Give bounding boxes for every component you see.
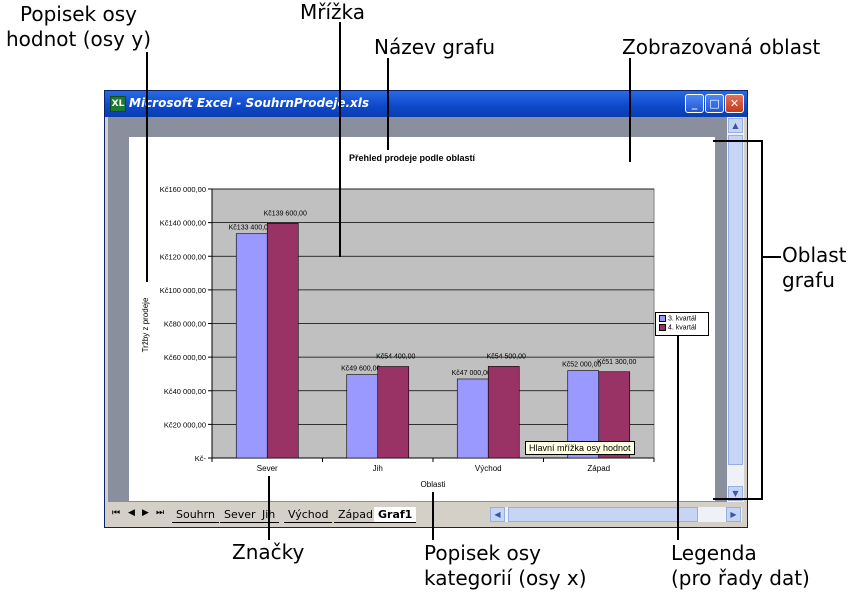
legend-label-q3: 3. kvartál — [668, 315, 697, 323]
window-title: Microsoft Excel - SouhrnProdeje.xls — [129, 96, 370, 110]
sheet-tab-bar: ⏮ ◀ ▶ ⏭ Souhrn Sever Jih Východ Západ Gr… — [108, 504, 744, 524]
minimize-button[interactable]: _ — [685, 94, 704, 113]
scroll-up-icon[interactable]: ▲ — [728, 118, 743, 133]
scroll-right-icon[interactable]: ▶ — [726, 507, 741, 522]
close-button[interactable]: ✕ — [725, 94, 744, 113]
legend-swatch-q3 — [659, 315, 666, 322]
maximize-button[interactable]: □ — [705, 94, 724, 113]
callout-chart-area: Oblast grafu — [782, 243, 847, 292]
callout-legend: Legenda (pro řady dat) — [671, 541, 810, 590]
callout-markers: Značky — [232, 540, 305, 564]
leader-chart-area-vertical — [761, 140, 763, 500]
gridline-tooltip: Hlavní mřížka osy hodnot — [525, 441, 635, 455]
legend-entry-q4: 4. kvartál — [659, 324, 696, 331]
title-bar[interactable]: XL Microsoft Excel - SouhrnProdeje.xls _… — [105, 91, 747, 117]
leader-chart-area-top — [713, 140, 763, 142]
callout-plot-area: Zobrazovaná oblast — [622, 35, 821, 59]
horizontal-scroll-thumb[interactable] — [508, 507, 698, 522]
leader-gridline — [339, 22, 341, 257]
callout-chart-title: Název grafu — [374, 35, 496, 59]
tab-souhrn[interactable]: Souhrn — [172, 507, 219, 523]
legend-entry-q3: 3. kvartál — [659, 315, 696, 322]
legend-swatch-q4 — [659, 324, 666, 331]
tab-sever[interactable]: Sever — [220, 507, 260, 523]
callout-gridline: Mřížka — [300, 0, 366, 24]
leader-plot-area — [629, 58, 631, 162]
legend-label-q4: 4. kvartál — [668, 324, 697, 332]
horizontal-scrollbar[interactable]: ◀ ▶ — [490, 507, 742, 522]
leader-value-axis — [146, 52, 148, 282]
leader-category-axis — [432, 492, 434, 540]
legend[interactable]: 3. kvartál 4. kvartál — [655, 312, 709, 336]
leader-chart-title — [387, 58, 389, 150]
vertical-scroll-thumb[interactable] — [728, 135, 743, 465]
tab-vychod[interactable]: Východ — [284, 507, 333, 523]
callout-value-axis-label: Popisek osy hodnot (osy y) — [6, 2, 152, 51]
leader-chart-area-stub — [761, 256, 781, 258]
chart-title[interactable]: Přehled prodeje podle oblastí — [349, 153, 476, 163]
callout-category-axis-label: Popisek osy kategorií (osy x) — [424, 541, 587, 590]
first-sheet-icon[interactable]: ⏮ — [112, 508, 121, 518]
tab-zapad[interactable]: Západ — [334, 507, 377, 523]
vertical-scrollbar[interactable]: ▲ ▼ — [727, 117, 744, 502]
leader-chart-area-bottom — [713, 498, 763, 500]
prev-sheet-icon[interactable]: ◀ — [128, 508, 135, 518]
leader-markers — [268, 476, 270, 540]
tab-graf1[interactable]: Graf1 — [374, 507, 417, 523]
scroll-down-icon[interactable]: ▼ — [728, 486, 743, 501]
leader-legend — [677, 335, 679, 540]
last-sheet-icon[interactable]: ⏭ — [156, 508, 165, 518]
excel-app-icon: XL — [110, 96, 126, 112]
next-sheet-icon[interactable]: ▶ — [142, 508, 149, 518]
scroll-left-icon[interactable]: ◀ — [490, 507, 505, 522]
